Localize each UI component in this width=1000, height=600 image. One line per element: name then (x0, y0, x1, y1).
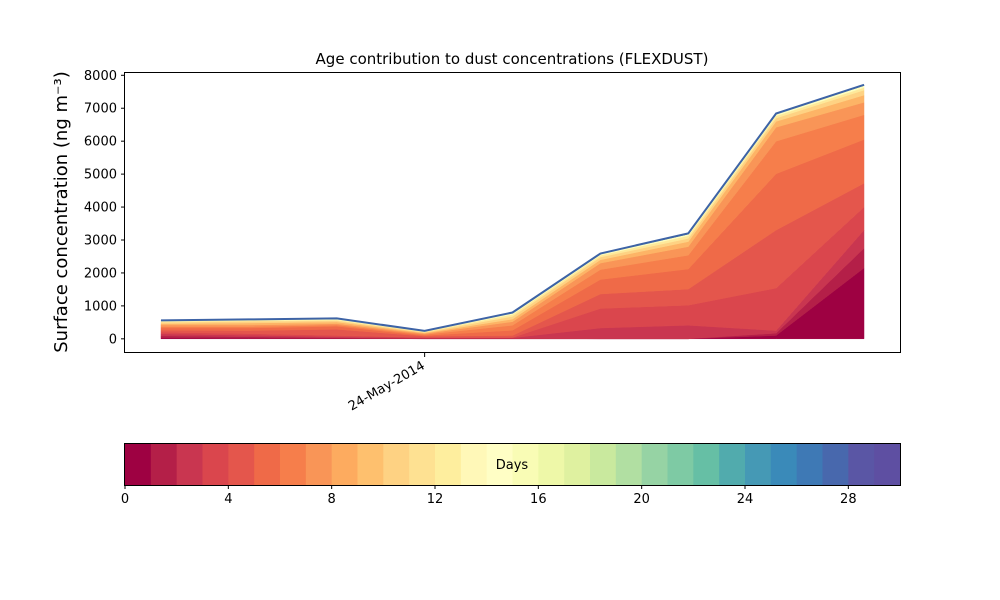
colorbar-segment (125, 443, 152, 485)
y-axis-label: Surface concentration (ng m⁻³) (51, 71, 72, 353)
colorbar-segment (615, 443, 643, 485)
colorbar-segment (719, 443, 746, 485)
colorbar-segment (590, 443, 617, 485)
colorbar-segment (331, 443, 359, 485)
colorbar-segment (512, 443, 539, 485)
y-axis: 0 1000 2000 3000 4000 5000 6000 7000 8000 (84, 69, 125, 347)
y-tick-label: 4000 (84, 201, 117, 216)
colorbar-label: Days (496, 458, 529, 473)
colorbar-tick-label: 4 (224, 492, 232, 507)
colorbar-tick-label: 8 (328, 492, 336, 507)
colorbar-segment (486, 443, 514, 485)
colorbar-segment (745, 443, 772, 485)
y-tick-label: 6000 (84, 135, 117, 150)
colorbar-segment (460, 443, 488, 485)
colorbar-segment (254, 443, 281, 485)
colorbar-segment (538, 443, 565, 485)
colorbar-segment (280, 443, 307, 485)
colorbar-segment (874, 443, 901, 485)
y-tick-label: 0 (109, 332, 117, 347)
colorbar-tick-label: 0 (121, 492, 129, 507)
colorbar-segment (202, 443, 229, 485)
colorbar-segment (693, 443, 720, 485)
colorbar-segment (822, 443, 849, 485)
area-layers (160, 84, 865, 340)
x-tick-label: 24-May-2014 (346, 358, 428, 414)
x-axis: 24-May-2014 (346, 352, 428, 414)
colorbar-tick-label: 16 (530, 492, 547, 507)
colorbar-segment (667, 443, 694, 485)
y-tick-label: 2000 (84, 266, 117, 281)
colorbar-segment (564, 443, 591, 485)
y-tick-label: 3000 (84, 234, 117, 249)
total-line-group (160, 83, 865, 332)
y-tick-label: 1000 (84, 299, 117, 314)
colorbar-tick-label: 12 (427, 492, 444, 507)
colorbar-segment (228, 443, 255, 485)
colorbar-frame (124, 443, 901, 486)
colorbar-ticks: 0 4 8 12 16 20 24 28 (121, 485, 857, 507)
colorbar-tick-label: 20 (633, 492, 650, 507)
y-tick-label: 5000 (84, 168, 117, 183)
colorbar-segment (770, 443, 798, 485)
colorbar-segment (357, 443, 384, 485)
colorbar-segment (848, 443, 875, 485)
y-tick-label: 8000 (84, 69, 117, 84)
colorbar-segment (641, 443, 669, 485)
total-concentration-line (160, 83, 865, 332)
colorbar-segment (383, 443, 410, 485)
colorbar (125, 443, 901, 485)
y-tick-label: 7000 (84, 102, 117, 117)
colorbar-segment (150, 443, 178, 485)
colorbar-segment (796, 443, 824, 485)
colorbar-tick-label: 28 (840, 492, 857, 507)
plot-frame (124, 72, 901, 353)
colorbar-segment (409, 443, 436, 485)
colorbar-tick-label: 24 (737, 492, 754, 507)
chart-title: Age contribution to dust concentrations … (316, 50, 709, 68)
colorbar-segment (176, 443, 204, 485)
colorbar-segment (305, 443, 333, 485)
colorbar-segment (435, 443, 462, 485)
